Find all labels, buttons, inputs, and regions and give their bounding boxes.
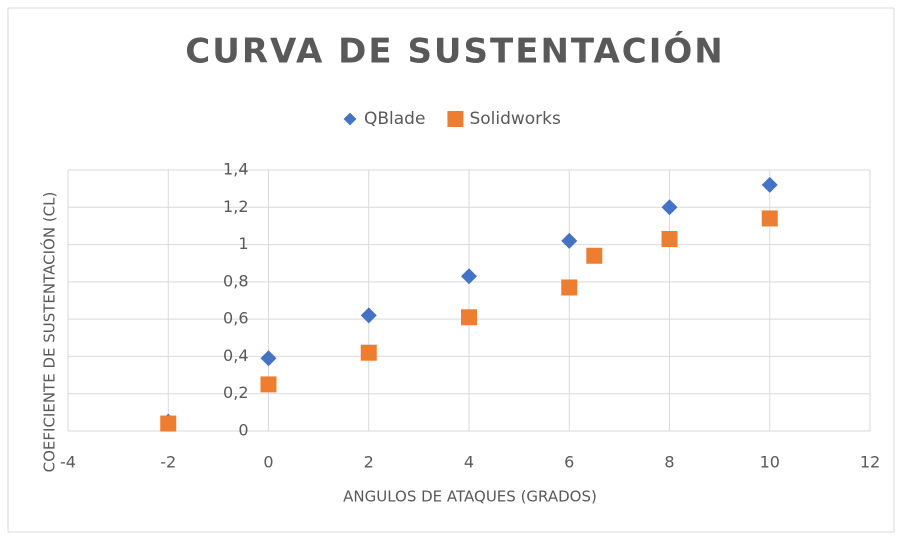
point bbox=[160, 415, 177, 432]
y-tick-label: 0 bbox=[238, 421, 248, 440]
x-tick-label: 12 bbox=[860, 453, 880, 472]
point bbox=[260, 376, 277, 393]
x-tick-label: 10 bbox=[760, 453, 780, 472]
point bbox=[661, 230, 678, 247]
x-tick-label: 6 bbox=[564, 453, 574, 472]
y-tick-label: 0,8 bbox=[223, 271, 248, 290]
y-tick-label: 0,2 bbox=[223, 383, 248, 402]
point bbox=[461, 268, 477, 285]
point bbox=[461, 309, 477, 326]
x-tick-label: 0 bbox=[263, 453, 273, 472]
x-tick-label: -4 bbox=[60, 453, 76, 472]
point bbox=[761, 210, 778, 227]
y-tick-label: 1,2 bbox=[223, 197, 248, 216]
chart-frame bbox=[7, 7, 895, 533]
chart-title: CURVA DE SUSTENTACIÓN bbox=[185, 31, 724, 72]
legend-label: QBlade bbox=[364, 109, 425, 129]
point bbox=[661, 199, 678, 216]
point bbox=[561, 232, 578, 249]
point bbox=[360, 344, 377, 361]
point bbox=[561, 279, 578, 296]
y-tick-label: 1,4 bbox=[223, 160, 248, 179]
x-axis-title: ANGULOS DE ATAQUES (GRADOS) bbox=[343, 488, 597, 506]
y-tick-label: 0,4 bbox=[223, 346, 248, 365]
x-tick-label: 8 bbox=[664, 453, 674, 472]
x-tick-label: -2 bbox=[160, 453, 176, 472]
point bbox=[360, 307, 377, 324]
legend-label: Solidworks bbox=[469, 109, 561, 129]
legend-marker bbox=[447, 111, 464, 127]
x-tick-label: 4 bbox=[464, 453, 474, 472]
y-axis-title: COEFICIENTE DE SUSTENTACIÓN (CL) bbox=[40, 192, 59, 473]
point bbox=[260, 350, 277, 367]
x-tick-label: 2 bbox=[364, 453, 374, 472]
y-tick-label: 0,6 bbox=[223, 309, 248, 328]
y-tick-label: 1 bbox=[238, 234, 248, 253]
point bbox=[761, 176, 778, 193]
point bbox=[586, 247, 603, 264]
